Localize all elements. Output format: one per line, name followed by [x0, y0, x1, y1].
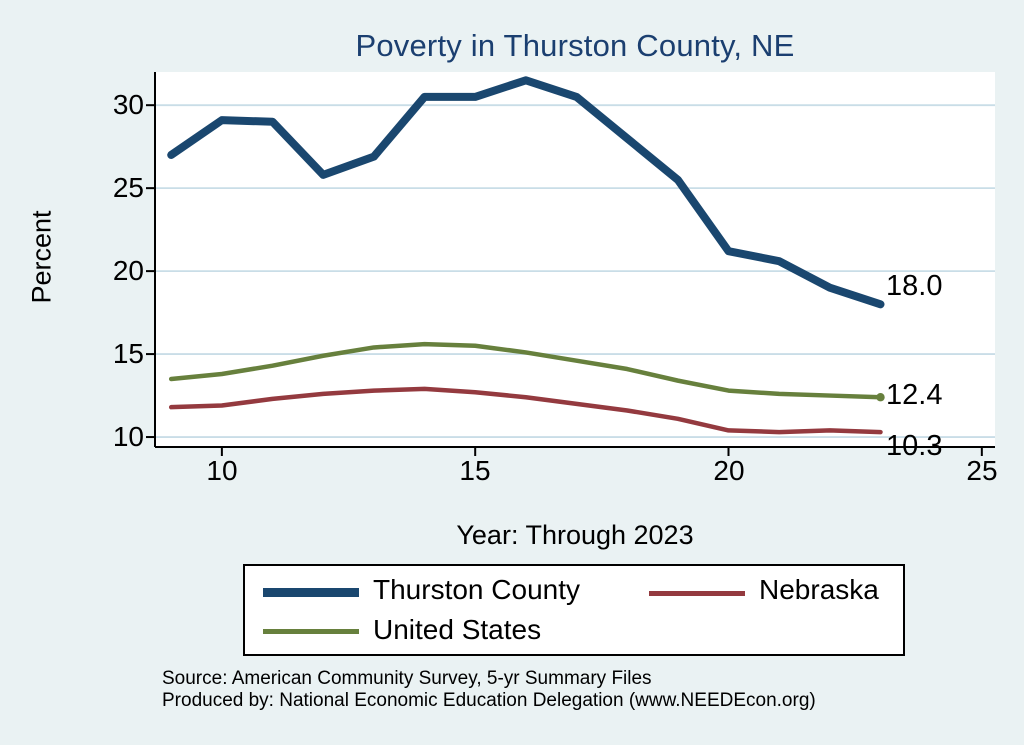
chart-title: Poverty in Thurston County, NE — [355, 28, 795, 63]
y-axis-title: Percent — [26, 210, 57, 304]
x-tick-label-20: 20 — [713, 455, 745, 486]
legend-line-nebraska — [649, 591, 745, 596]
legend-line-united-states — [263, 629, 359, 634]
source-note: Source: American Community Survey, 5-yr … — [162, 668, 652, 689]
x-tick-label-25: 25 — [966, 455, 998, 486]
legend-label-thurston-county: Thurston County — [373, 574, 580, 605]
y-tick-label-15: 15 — [112, 338, 144, 369]
legend-label-nebraska: Nebraska — [759, 574, 879, 605]
y-tick-label-10: 10 — [112, 421, 144, 452]
legend-label-united-states: United States — [373, 614, 542, 645]
y-tick-label-30: 30 — [112, 89, 144, 120]
legend-box: Thurston County Nebraska United States — [243, 564, 905, 656]
end-label-thurston: 18.0 — [886, 270, 943, 302]
end-label-united-states: 12.4 — [886, 379, 943, 411]
x-axis-title: Year: Through 2023 — [456, 520, 694, 550]
legend-line-thurston-county — [263, 588, 359, 597]
x-tick-label-15: 15 — [459, 455, 491, 486]
y-tick-label-25: 25 — [112, 172, 144, 203]
x-tick-label-10: 10 — [206, 455, 238, 486]
produced-by-note: Produced by: National Economic Education… — [162, 690, 816, 711]
y-tick-label-20: 20 — [112, 255, 144, 286]
end-label-nebraska: 10.3 — [886, 430, 943, 462]
